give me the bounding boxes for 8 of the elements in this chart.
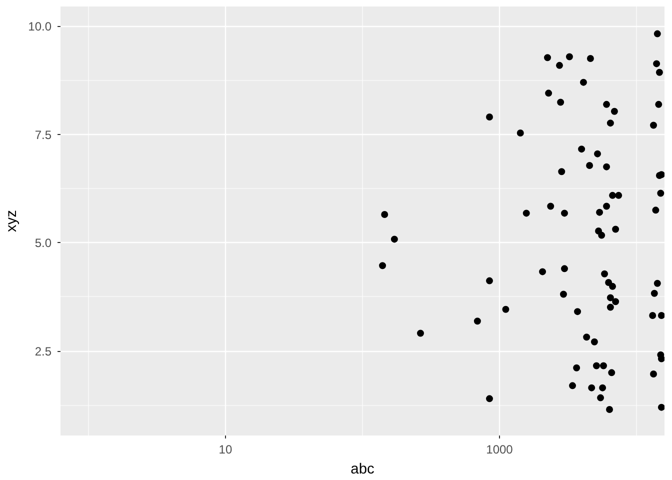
y-tick-label: 7.5 <box>34 128 52 142</box>
x-axis-title: abc <box>350 462 374 478</box>
y-axis-title: xyz <box>4 210 20 232</box>
x-tick-label: 1000 <box>486 442 514 456</box>
y-tick-label: 5.0 <box>34 236 52 250</box>
y-tick-label: 10.0 <box>28 20 52 34</box>
y-tick-label: 2.5 <box>34 344 52 358</box>
x-tick-label: 10 <box>218 442 232 456</box>
